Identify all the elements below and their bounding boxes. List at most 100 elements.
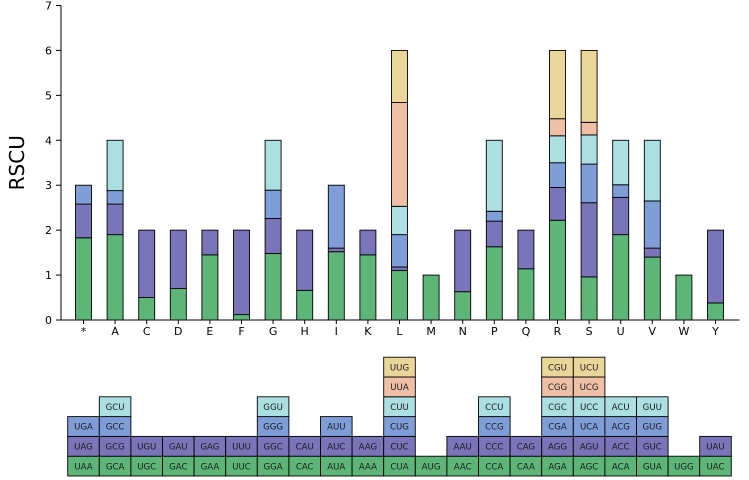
x-tick-label: Q bbox=[522, 325, 531, 338]
bar-segment bbox=[422, 274, 440, 321]
bar-segment bbox=[106, 203, 124, 236]
codon-label: GUU bbox=[643, 403, 662, 413]
bar-segment bbox=[580, 276, 598, 321]
codon-label: AGG bbox=[548, 443, 567, 453]
bar-segment bbox=[580, 202, 598, 278]
x-tick-label: N bbox=[459, 325, 467, 338]
bar-segment bbox=[454, 229, 472, 293]
x-tick-label: E bbox=[206, 325, 213, 338]
codon-label: UUU bbox=[232, 443, 251, 453]
bar-segment bbox=[233, 314, 250, 321]
bar-segment bbox=[454, 291, 472, 321]
bar-segment bbox=[580, 121, 598, 136]
bar-segment bbox=[169, 229, 187, 289]
x-tick-label: L bbox=[396, 325, 403, 338]
bar-segment bbox=[391, 270, 408, 321]
codon-label: CUU bbox=[390, 403, 409, 413]
bar-segment bbox=[643, 139, 661, 202]
codon-label: GGA bbox=[263, 462, 282, 472]
bar-segment bbox=[75, 203, 92, 239]
bar-segment bbox=[327, 251, 345, 321]
codon-label: UUG bbox=[390, 363, 409, 373]
codon-label: AAC bbox=[454, 462, 472, 472]
bar-segment bbox=[580, 134, 598, 165]
codon-label: CGA bbox=[548, 423, 567, 433]
codon-cell bbox=[572, 356, 606, 378]
x-tick-label: I bbox=[335, 325, 338, 338]
codon-label: UGG bbox=[674, 462, 694, 472]
codon-label: GCC bbox=[106, 423, 125, 433]
codon-label: GAA bbox=[201, 462, 220, 472]
y-tick-label: 3 bbox=[45, 179, 52, 192]
bar-segment bbox=[233, 229, 250, 316]
codon-label: CGC bbox=[548, 403, 567, 413]
bar-segment bbox=[138, 229, 156, 298]
bar-segment bbox=[485, 246, 503, 321]
codon-label: AAA bbox=[359, 462, 377, 472]
bar-segment bbox=[612, 196, 630, 236]
bar-segment bbox=[106, 190, 124, 205]
y-tick-label: 0 bbox=[45, 314, 52, 327]
codon-label: UCG bbox=[580, 383, 599, 393]
bar-segment bbox=[201, 254, 219, 321]
codon-label: ACC bbox=[612, 443, 630, 453]
codon-label: UAA bbox=[74, 462, 92, 472]
bar-segment bbox=[264, 139, 282, 191]
codon-label: GAC bbox=[169, 462, 187, 472]
codon-label: ACU bbox=[612, 403, 630, 413]
bar-segment bbox=[485, 139, 503, 212]
bar-segment bbox=[201, 229, 219, 256]
bar-segment bbox=[549, 135, 566, 164]
codon-label: GGG bbox=[263, 423, 283, 433]
codon-label: GUC bbox=[643, 443, 662, 453]
bar-segment bbox=[264, 253, 282, 321]
codon-label: CCU bbox=[485, 403, 503, 413]
bar-segment bbox=[612, 184, 630, 198]
x-tick-label: * bbox=[81, 325, 87, 338]
codon-label: GCU bbox=[106, 403, 125, 413]
bar-segment bbox=[549, 187, 566, 221]
codon-label: CAU bbox=[296, 443, 314, 453]
codon-cell bbox=[478, 396, 511, 418]
bar-segment bbox=[138, 297, 156, 321]
x-tick-label: Y bbox=[711, 325, 719, 338]
codon-label: AGU bbox=[580, 443, 599, 453]
bar-segment bbox=[643, 247, 661, 258]
codon-label: AAG bbox=[359, 443, 378, 453]
codon-label: UAU bbox=[706, 443, 724, 453]
y-axis-label: RSCU bbox=[5, 135, 29, 190]
codon-label: AUU bbox=[327, 423, 345, 433]
bar-segment bbox=[391, 266, 408, 272]
bar-segment bbox=[707, 229, 724, 304]
codon-cell bbox=[636, 396, 669, 418]
bar-segment bbox=[643, 256, 661, 321]
bar-segment bbox=[359, 229, 377, 256]
codon-label: CUC bbox=[390, 443, 408, 453]
codon-label: CAA bbox=[517, 462, 535, 472]
bar-segment bbox=[327, 184, 345, 249]
bar-segment bbox=[296, 229, 314, 291]
bar-segment bbox=[549, 49, 566, 120]
bar-segment bbox=[106, 139, 124, 192]
x-tick-label: M bbox=[426, 325, 436, 338]
codon-label: UGC bbox=[137, 462, 156, 472]
x-tick-label: A bbox=[111, 325, 119, 338]
codon-label: UCU bbox=[580, 363, 599, 373]
y-tick-label: 4 bbox=[45, 134, 52, 147]
codon-cell bbox=[320, 416, 353, 437]
codon-label: AUG bbox=[422, 462, 441, 472]
bar-segment bbox=[485, 220, 503, 248]
bar-segment bbox=[296, 289, 314, 321]
bar-segment bbox=[106, 234, 124, 321]
bar-segment bbox=[675, 274, 693, 321]
codon-label: CAG bbox=[517, 443, 535, 453]
bar-segment bbox=[327, 247, 345, 253]
codon-label: ACA bbox=[612, 462, 630, 472]
x-tick-label: P bbox=[491, 325, 498, 338]
codon-label: AAU bbox=[454, 443, 472, 453]
codon-label: CCC bbox=[485, 443, 503, 453]
codon-label: UGA bbox=[74, 423, 93, 433]
x-tick-label: G bbox=[269, 325, 278, 338]
codon-label: UCA bbox=[580, 423, 598, 433]
bar-segment bbox=[264, 189, 282, 219]
